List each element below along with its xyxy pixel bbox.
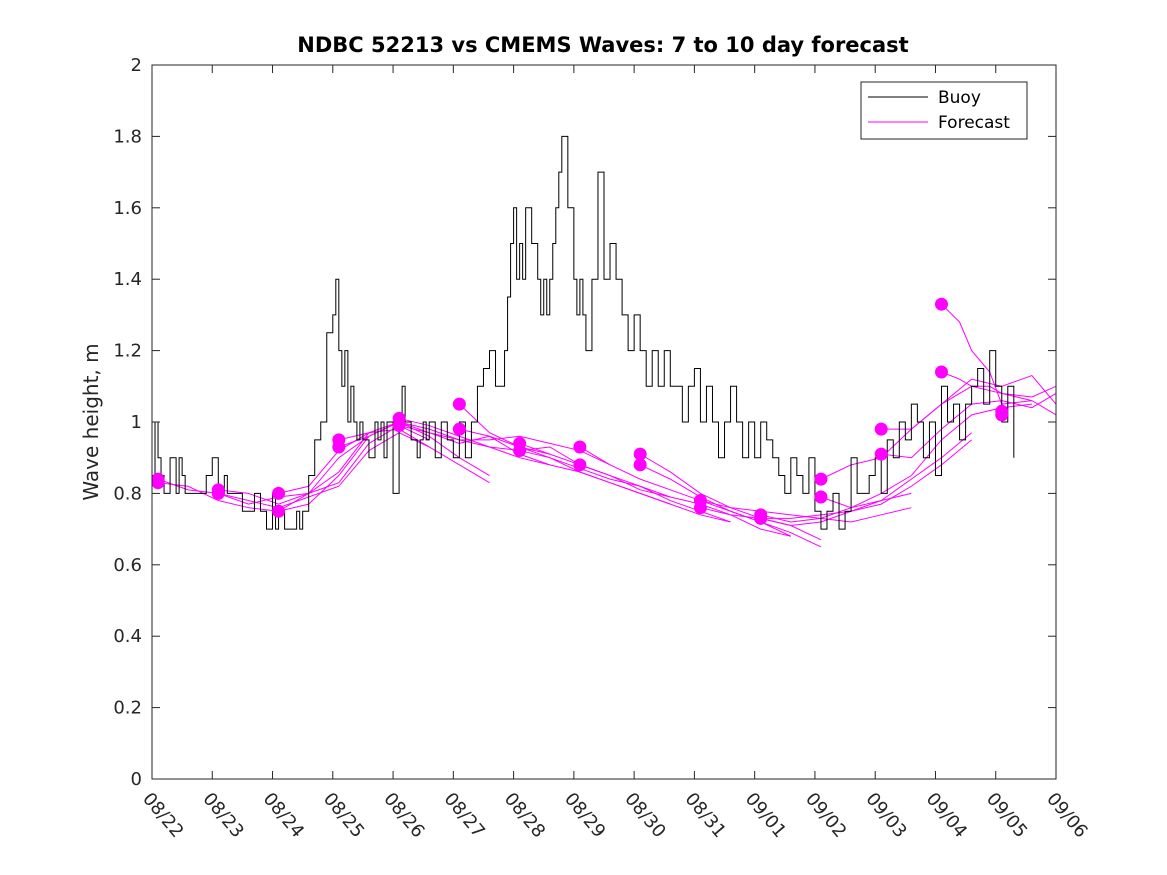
y-tick-label: 1.2 [113,341,142,362]
forecast-series-line [700,492,912,519]
buoy-line [152,135,1015,530]
forecast-start-marker [874,422,888,436]
forecast-start-marker [332,440,346,454]
forecast-start-marker [754,511,768,525]
forecast-start-marker [633,447,647,461]
y-tick-label: 1.8 [113,126,142,147]
forecast-series-line [157,435,370,512]
forecast-series-line [459,403,671,498]
forecast-start-marker [452,397,466,411]
forecast-series-line [157,432,370,505]
forecast-series-line [639,464,822,548]
forecast-start-marker [452,422,466,436]
forecast-markers [151,297,1009,525]
forecast-start-marker [995,408,1009,422]
forecast-start-marker [814,490,828,504]
y-tick-label: 1.6 [113,198,142,219]
y-tick-label: 0.2 [113,698,142,719]
forecast-series-line [218,432,430,509]
legend-buoy-label: Buoy [938,88,981,108]
forecast-start-marker [272,486,286,500]
forecast-start-marker [573,440,587,454]
forecast-start-marker [392,419,406,433]
forecast-start-marker [573,458,587,472]
y-tick-label: 1.4 [113,269,142,290]
forecast-start-marker [874,447,888,461]
y-tick-label: 0.8 [113,483,142,504]
y-tick-label: 2 [131,55,142,76]
chart-title: NDBC 52213 vs CMEMS Waves: 7 to 10 day f… [297,33,908,57]
forecast-start-marker [814,472,828,486]
y-axis: 0 0.2 0.4 0.6 0.8 1 1.2 1.4 1.6 1.8 2 [113,55,1056,790]
legend: Buoy Forecast [860,81,1028,140]
forecast-start-marker [693,501,707,515]
legend-box [860,81,1028,140]
forecast-series-line [579,464,791,537]
forecast-series-line [760,432,972,523]
y-tick-label: 0 [131,769,142,790]
y-tick-label: 0.4 [113,626,142,647]
buoy-line-group [152,135,1015,530]
y-tick-label: 1 [131,412,142,433]
forecast-start-marker [151,476,165,490]
forecast-start-marker [633,458,647,472]
legend-forecast-label: Forecast [938,113,1010,133]
forecast-series-line [760,439,972,527]
forecast-series-line [338,421,550,466]
forecast-start-marker [211,486,225,500]
forecast-start-marker [513,444,527,458]
y-axis-label: Wave height, m [79,343,103,500]
forecast-series-line [519,450,731,523]
forecast-start-marker [272,504,286,518]
y-tick-label: 0.6 [113,555,142,576]
forecast-start-marker [934,297,948,311]
forecast-start-marker [934,365,948,379]
